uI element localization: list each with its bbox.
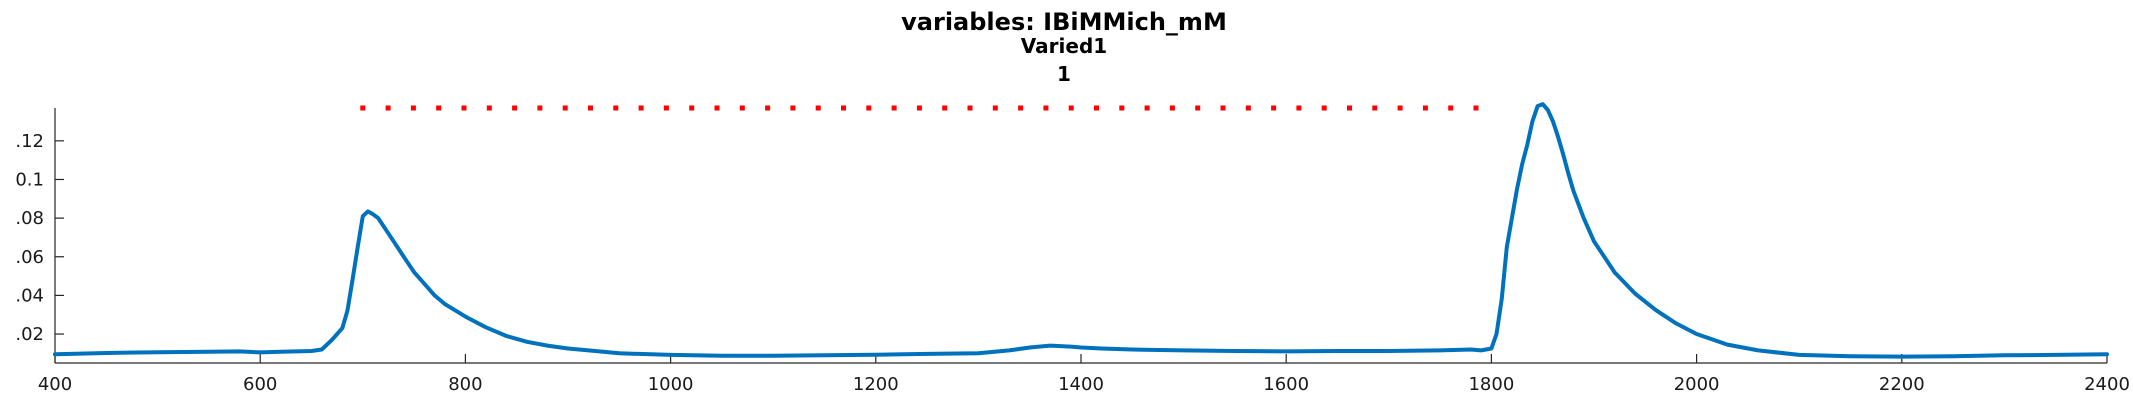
x-tick-label: 2400 [2084, 374, 2130, 395]
red-dot-marker [866, 105, 872, 111]
red-dot-marker [815, 105, 821, 111]
red-dot-marker [714, 105, 720, 111]
x-tick-label: 1600 [1263, 374, 1309, 395]
y-ticks: .02 .04 .06 .08 0.1 .12 [15, 131, 64, 345]
red-dot-marker [967, 105, 973, 111]
x-tick-label: 1200 [853, 374, 899, 395]
x-tick-label: 800 [448, 374, 482, 395]
series-line-0 [53, 102, 2109, 359]
red-dot-marker [1296, 105, 1302, 111]
red-dot-marker [1094, 105, 1100, 111]
red-dot-marker [360, 105, 366, 111]
red-dot-marker [385, 105, 391, 111]
red-dot-marker [841, 105, 847, 111]
red-dot-marker [461, 105, 467, 111]
red-dot-marker [1271, 105, 1277, 111]
red-dot-marker [739, 105, 745, 111]
x-tick-label: 2000 [1674, 374, 1720, 395]
y-tick-label: .04 [15, 285, 44, 306]
red-dot-marker [1119, 105, 1125, 111]
red-dot-marker [1245, 105, 1251, 111]
chart-title: variables: IBiMMich_mM [901, 8, 1227, 36]
red-dot-marker [1169, 105, 1175, 111]
y-tick-label: .08 [15, 208, 44, 229]
x-tick-label: 1800 [1468, 374, 1514, 395]
red-dot-marker [1473, 105, 1479, 111]
y-tick-label: .02 [15, 324, 44, 345]
red-dot-marker [588, 105, 594, 111]
red-dot-marker [486, 105, 492, 111]
red-dot-marker [537, 105, 543, 111]
chart-subtitle: Varied1 [1021, 34, 1107, 58]
red-dot-marker [942, 105, 948, 111]
x-ticks: 400 600 800 1000 1200 1400 1600 1800 2000 2200 240… [38, 354, 2130, 395]
red-dot-marker [1018, 105, 1024, 111]
x-tick-label: 600 [243, 374, 277, 395]
red-dot-marker [1397, 105, 1403, 111]
y-tick-label: .06 [15, 247, 44, 268]
red-dot-marker [562, 105, 568, 111]
red-dot-marker [512, 105, 518, 111]
red-dot-marker [436, 105, 442, 111]
red-dot-marker [663, 105, 669, 111]
red-dot-marker [1220, 105, 1226, 111]
x-tick-label: 400 [38, 374, 72, 395]
chart-subtitle-2: 1 [1057, 62, 1071, 86]
red-dot-marker [1195, 105, 1201, 111]
red-dot-marker [1144, 105, 1150, 111]
red-dot-marker [1448, 105, 1454, 111]
red-dot-marker [638, 105, 644, 111]
y-tick-label: 0.1 [15, 169, 44, 190]
x-tick-label: 1400 [1058, 374, 1104, 395]
red-dot-marker [1372, 105, 1378, 111]
red-dot-marker [765, 105, 771, 111]
plot-area: 400 600 800 1000 1200 1400 1600 1800 2000 2200 240… [15, 102, 2130, 395]
y-tick-label: .12 [15, 131, 44, 152]
red-dot-marker [992, 105, 998, 111]
red-dot-marker [1422, 105, 1428, 111]
red-dot-marker [1043, 105, 1049, 111]
red-dot-marker [891, 105, 897, 111]
x-tick-label: 2200 [1879, 374, 1925, 395]
red-dot-marker [1321, 105, 1327, 111]
red-dot-marker [410, 105, 416, 111]
x-tick-label: 1000 [648, 374, 694, 395]
red-dot-marker [916, 105, 922, 111]
red-dot-marker [689, 105, 695, 111]
red-dot-marker [1068, 105, 1074, 111]
series-layer [53, 102, 2109, 359]
red-dot-marker [790, 105, 796, 111]
red-dot-marker [1347, 105, 1353, 111]
red-dot-marker [613, 105, 619, 111]
